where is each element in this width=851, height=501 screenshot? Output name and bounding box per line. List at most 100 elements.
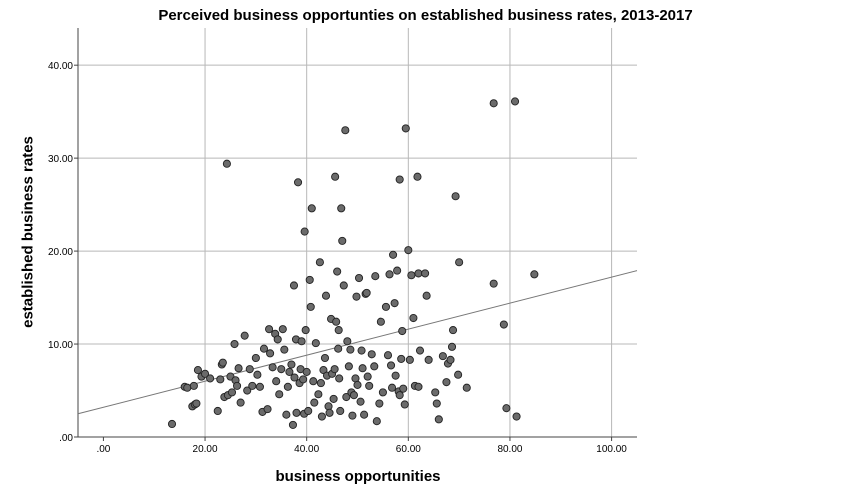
data-point <box>358 364 367 373</box>
data-point <box>405 355 414 364</box>
data-point <box>334 344 343 353</box>
data-point <box>378 388 387 397</box>
data-point <box>376 317 385 326</box>
data-point <box>288 420 298 429</box>
data-point <box>272 377 281 386</box>
data-point <box>311 339 320 348</box>
data-point <box>414 269 423 278</box>
data-point <box>338 236 347 245</box>
data-point <box>265 325 274 334</box>
data-point <box>268 363 277 372</box>
data-point <box>413 172 422 181</box>
data-point <box>451 192 460 201</box>
data-point <box>381 302 391 311</box>
y-tick-label: 40.00 <box>48 61 73 72</box>
grid-lines <box>78 28 637 437</box>
data-point <box>489 279 498 288</box>
data-point <box>304 406 313 416</box>
data-point <box>278 325 287 334</box>
data-point <box>310 398 319 407</box>
data-point <box>293 178 303 187</box>
axes <box>77 28 637 438</box>
data-point <box>305 275 314 284</box>
data-point <box>370 362 379 371</box>
data-point <box>421 269 430 278</box>
data-point <box>230 339 239 349</box>
data-point <box>362 288 371 297</box>
data-point <box>510 97 520 106</box>
data-point <box>401 124 410 133</box>
data-point <box>290 373 299 382</box>
data-point <box>407 271 416 280</box>
data-point <box>324 402 333 411</box>
data-point <box>331 172 340 181</box>
data-point <box>454 370 463 379</box>
y-tick-label: 30.00 <box>48 154 73 165</box>
data-point <box>255 382 264 391</box>
data-point <box>371 272 380 281</box>
data-point <box>222 159 231 168</box>
data-point <box>339 281 348 290</box>
data-point <box>309 377 318 386</box>
data-point <box>200 369 210 378</box>
data-point <box>259 344 269 353</box>
data-point <box>357 346 366 355</box>
data-point <box>434 415 443 424</box>
data-point <box>280 345 289 354</box>
data-point <box>277 365 286 374</box>
data-point <box>447 342 457 351</box>
data-point <box>395 391 404 400</box>
data-point <box>193 366 202 375</box>
data-point <box>393 266 402 275</box>
data-point <box>213 406 222 416</box>
data-point <box>330 365 339 374</box>
data-point <box>332 317 341 326</box>
data-point <box>415 346 425 355</box>
data-point <box>300 227 309 236</box>
data-point <box>316 379 325 388</box>
data-point <box>299 375 308 384</box>
data-point <box>352 292 361 301</box>
data-point <box>462 383 471 392</box>
data-point <box>390 299 399 308</box>
data-point <box>446 355 455 364</box>
data-point <box>397 354 406 363</box>
data-point <box>512 412 521 421</box>
data-point <box>317 412 326 421</box>
data-point <box>287 360 296 369</box>
data-point <box>245 365 254 374</box>
data-point <box>448 326 458 335</box>
data-point <box>248 381 257 390</box>
data-point <box>386 361 396 370</box>
data-point <box>167 419 177 429</box>
data-point <box>292 408 301 417</box>
data-points <box>167 97 539 429</box>
data-point <box>206 374 215 383</box>
data-point <box>489 99 498 108</box>
data-point <box>353 380 362 389</box>
data-point <box>385 270 394 279</box>
data-point <box>389 250 398 259</box>
data-point <box>398 326 407 336</box>
data-point <box>348 411 357 420</box>
data-point <box>216 375 225 384</box>
data-point <box>285 367 294 376</box>
data-point <box>335 374 344 383</box>
fit-line-group <box>77 270 638 415</box>
data-point <box>243 386 252 395</box>
data-point <box>354 273 364 283</box>
data-point <box>227 388 237 397</box>
data-point <box>400 400 409 409</box>
y-tick-label: 20.00 <box>48 247 73 258</box>
data-point <box>431 388 440 397</box>
data-point <box>432 399 441 408</box>
data-point <box>282 410 291 419</box>
x-tick-label: 80.00 <box>497 444 522 455</box>
data-point <box>321 291 331 300</box>
data-point <box>349 391 358 400</box>
x-tick-label: 100.00 <box>596 444 627 455</box>
data-point <box>189 381 198 390</box>
y-axis-title: established business rates <box>19 136 37 328</box>
data-point <box>363 372 372 381</box>
data-point <box>306 302 315 311</box>
